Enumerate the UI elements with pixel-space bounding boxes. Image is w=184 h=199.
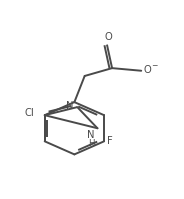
Text: F: F	[107, 136, 113, 146]
Text: N: N	[66, 101, 74, 111]
Text: O: O	[105, 32, 113, 42]
Text: O: O	[144, 65, 152, 75]
Text: Cl: Cl	[25, 108, 35, 118]
Text: −: −	[151, 61, 158, 70]
Text: H: H	[88, 139, 95, 148]
Text: N: N	[87, 130, 95, 140]
